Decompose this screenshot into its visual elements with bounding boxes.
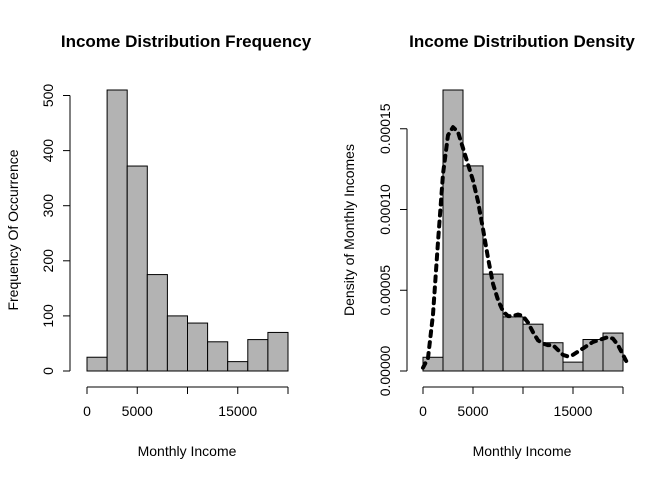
density-bar-1 bbox=[442, 89, 464, 372]
frequency-bar-5 bbox=[187, 322, 209, 372]
frequency-y-axis-label: Frequency Of Occurrence bbox=[5, 149, 21, 310]
frequency-y-axis: 0 100 200 300 400 500 bbox=[40, 84, 71, 375]
frequency-panel: Income Distribution Frequency Monthly In… bbox=[5, 32, 312, 459]
frequency-bar-3 bbox=[146, 274, 168, 372]
frequency-bar-2 bbox=[126, 165, 148, 372]
frequency-bar-1 bbox=[106, 89, 128, 372]
frequency-bars bbox=[86, 89, 289, 372]
density-y-tick-label-2: 0.00010 bbox=[377, 184, 393, 235]
density-y-tick-label-0: 0.00000 bbox=[377, 345, 393, 396]
density-curve bbox=[421, 125, 630, 370]
density-x-axis: 0 5000 15000 bbox=[419, 386, 624, 419]
frequency-bar-9 bbox=[267, 331, 289, 372]
density-y-axis-label: Density of Monthly Incomes bbox=[341, 144, 357, 316]
density-bar-2 bbox=[462, 165, 484, 372]
density-x-axis-label: Monthly Income bbox=[473, 443, 572, 459]
density-curve-group bbox=[421, 125, 630, 370]
frequency-bar-8 bbox=[247, 339, 269, 372]
density-x-tick-label-0: 0 bbox=[419, 403, 427, 419]
frequency-bar-4 bbox=[166, 315, 188, 372]
density-bar-9 bbox=[602, 332, 624, 372]
frequency-bar-6 bbox=[207, 341, 229, 372]
frequency-x-axis: 0 5000 15000 bbox=[83, 386, 289, 419]
frequency-y-tick-label-1: 100 bbox=[40, 304, 56, 328]
frequency-chart-title: Income Distribution Frequency bbox=[61, 32, 312, 51]
density-bar-7 bbox=[562, 361, 584, 372]
density-panel: Income Distribution Density Monthly Inco… bbox=[341, 32, 635, 459]
frequency-y-tick-label-0: 0 bbox=[40, 367, 56, 375]
density-bar-4 bbox=[502, 316, 524, 372]
density-y-tick-label-1: 0.00005 bbox=[377, 265, 393, 316]
frequency-x-axis-label: Monthly Income bbox=[138, 443, 237, 459]
frequency-x-tick-label-0: 0 bbox=[83, 403, 91, 419]
frequency-x-tick-label-2: 15000 bbox=[218, 403, 257, 419]
density-y-tick-label-3: 0.00015 bbox=[377, 103, 393, 154]
density-x-tick-label-1: 5000 bbox=[457, 403, 488, 419]
frequency-y-tick-label-3: 300 bbox=[40, 194, 56, 218]
frequency-bar-0 bbox=[86, 356, 108, 372]
density-chart-title: Income Distribution Density bbox=[409, 32, 635, 51]
density-x-tick-label-2: 15000 bbox=[554, 403, 593, 419]
frequency-bar-7 bbox=[227, 361, 249, 372]
density-bars bbox=[422, 89, 624, 372]
frequency-x-tick-label-1: 5000 bbox=[122, 403, 153, 419]
frequency-y-tick-label-4: 400 bbox=[40, 139, 56, 163]
density-y-axis: 0.00000 0.00005 0.00010 0.00015 bbox=[377, 103, 408, 396]
frequency-y-tick-label-2: 200 bbox=[40, 249, 56, 273]
frequency-y-tick-label-5: 500 bbox=[40, 84, 56, 108]
